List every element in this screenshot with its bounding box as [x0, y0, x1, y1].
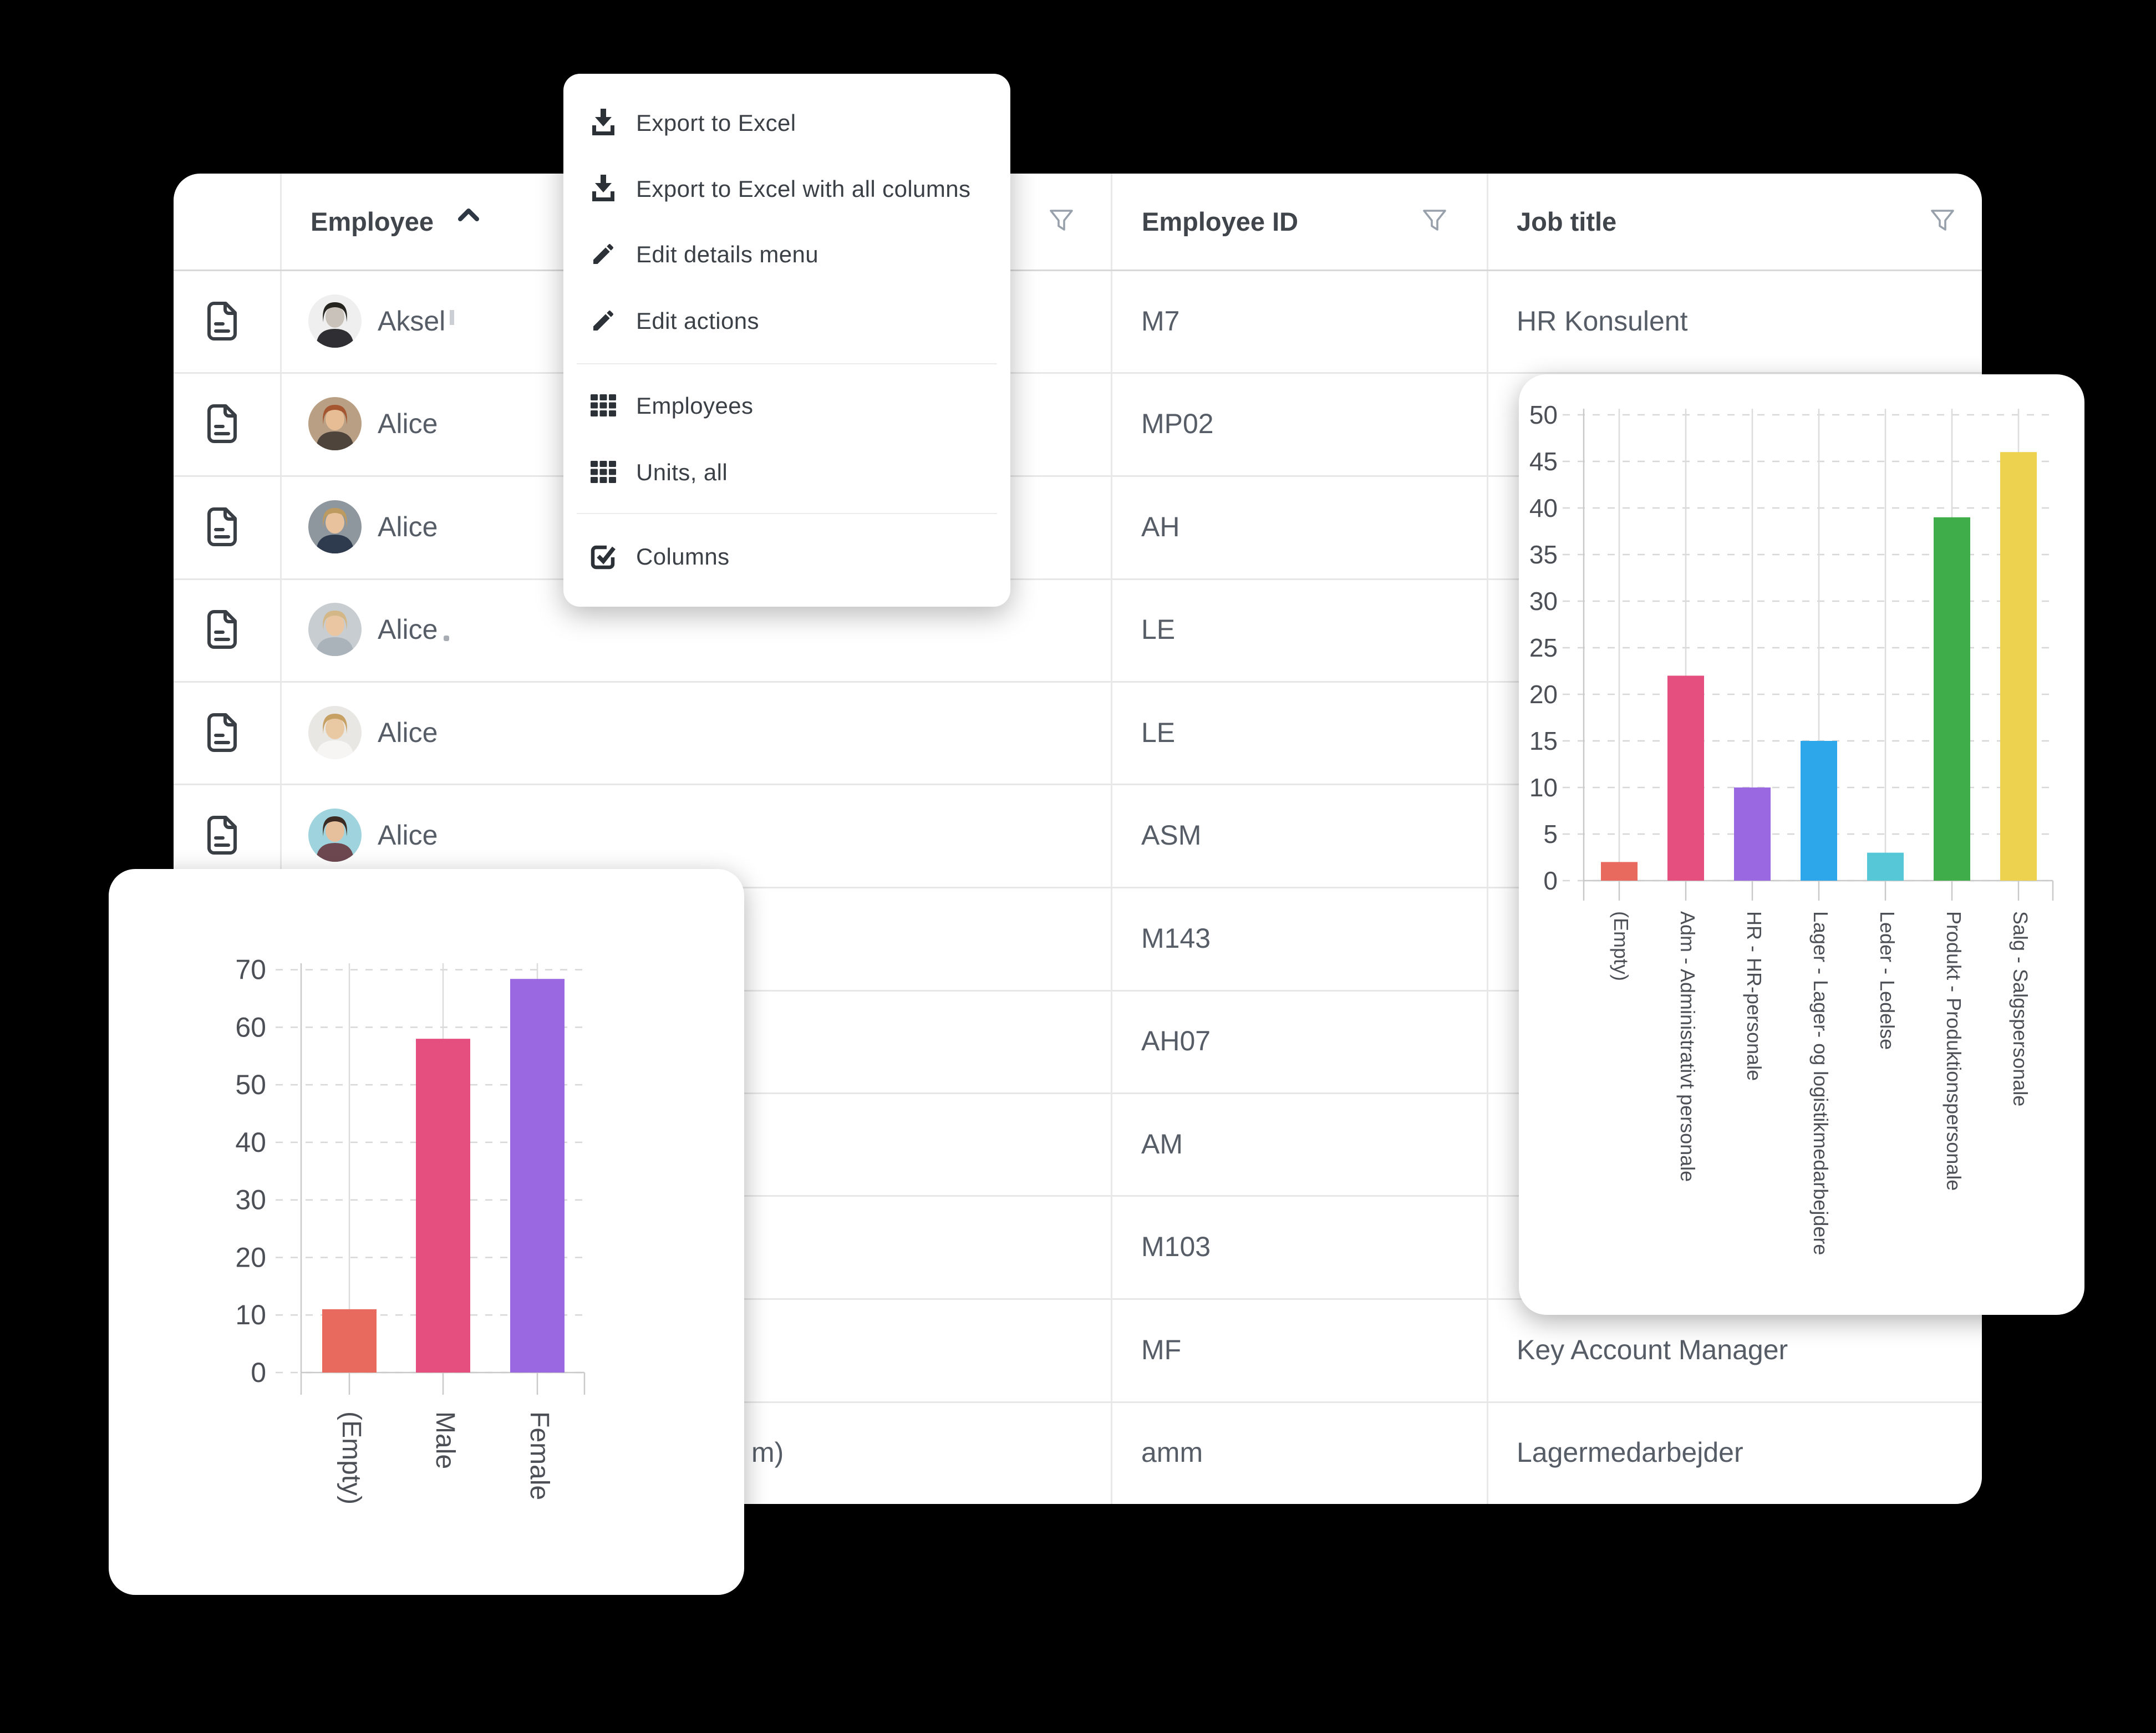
svg-text:30: 30: [1529, 587, 1558, 616]
svg-text:40: 40: [1529, 494, 1558, 522]
svg-text:20: 20: [1529, 680, 1558, 709]
svg-text:Produkt - Produktionspersonale: Produkt - Produktionspersonale: [1943, 911, 1965, 1191]
svg-text:5: 5: [1543, 820, 1558, 848]
svg-text:50: 50: [235, 1069, 266, 1100]
svg-text:(Empty): (Empty): [1610, 911, 1633, 981]
svg-text:Male: Male: [430, 1411, 460, 1469]
svg-text:Leder - Ledelse: Leder - Ledelse: [1876, 911, 1899, 1050]
svg-text:0: 0: [251, 1357, 266, 1388]
svg-text:Female: Female: [525, 1411, 554, 1500]
svg-text:Lager - Lager- og logistikmeda: Lager - Lager- og logistikmedarbejdere: [1809, 911, 1832, 1255]
svg-text:70: 70: [235, 954, 266, 985]
svg-text:Adm - Administrativt personale: Adm - Administrativt personale: [1676, 911, 1699, 1182]
svg-text:25: 25: [1529, 633, 1558, 662]
svg-text:15: 15: [1529, 726, 1558, 755]
svg-text:30: 30: [235, 1185, 266, 1216]
svg-text:10: 10: [1529, 773, 1558, 802]
svg-text:50: 50: [1529, 400, 1558, 429]
svg-text:(Empty): (Empty): [337, 1411, 366, 1505]
svg-text:20: 20: [235, 1242, 266, 1273]
svg-text:60: 60: [235, 1012, 266, 1043]
svg-text:HR - HR-personale: HR - HR-personale: [1743, 911, 1766, 1081]
svg-text:10: 10: [235, 1299, 266, 1330]
svg-text:0: 0: [1543, 866, 1558, 895]
svg-text:40: 40: [235, 1127, 266, 1158]
svg-text:35: 35: [1529, 540, 1558, 569]
svg-text:Salg - Salgspersonale: Salg - Salgspersonale: [2009, 911, 2032, 1106]
svg-text:45: 45: [1529, 447, 1558, 476]
